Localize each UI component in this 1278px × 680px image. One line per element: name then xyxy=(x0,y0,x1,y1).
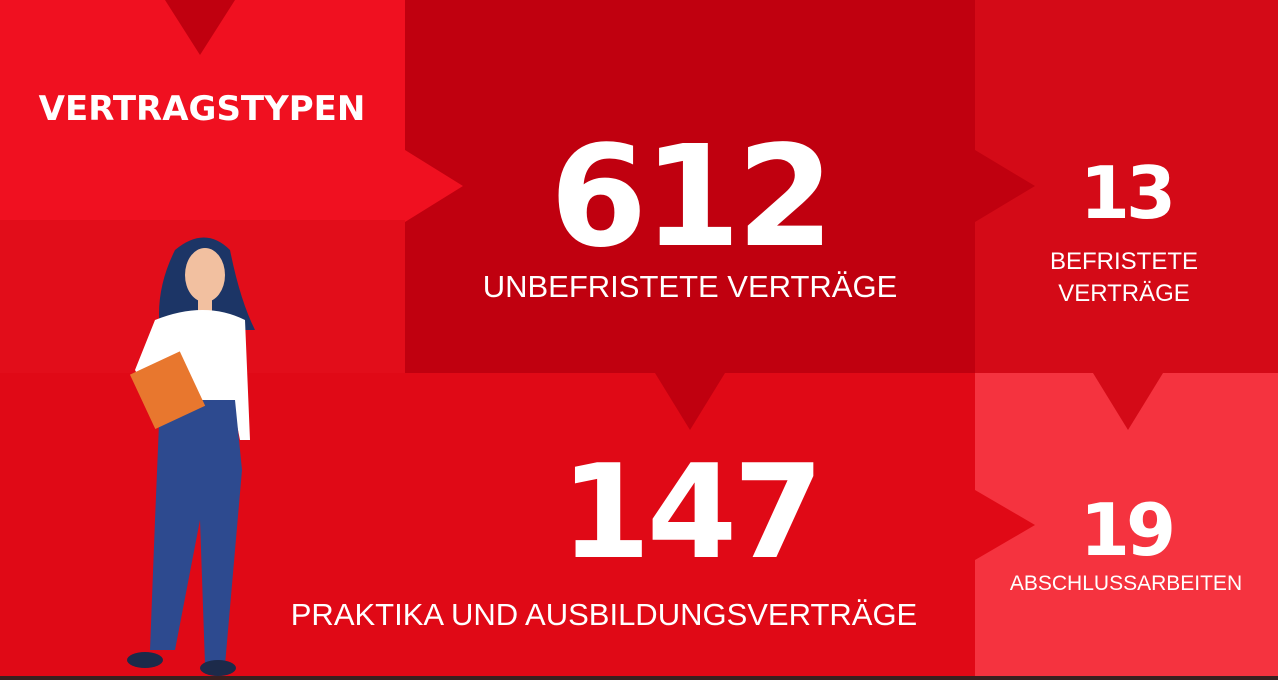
arrow xyxy=(975,150,1035,222)
tile-number: 612 xyxy=(550,116,830,279)
tile-label: ABSCHLUSSARBEITEN xyxy=(1010,572,1242,595)
arrow xyxy=(975,490,1035,560)
tile-label: VERTRÄGE xyxy=(1058,280,1190,307)
tile-number: 147 xyxy=(560,436,819,588)
title: VERTRAGSTYPEN xyxy=(39,89,366,129)
tile-number: 13 xyxy=(1080,151,1172,235)
tile-number: 19 xyxy=(1080,488,1172,572)
arrow xyxy=(655,373,725,430)
tile-label: PRAKTIKA UND AUSBILDUNGSVERTRÄGE xyxy=(291,597,917,632)
panel xyxy=(0,373,975,680)
tile-label: UNBEFRISTETE VERTRÄGE xyxy=(483,269,898,304)
arrow xyxy=(405,150,463,222)
tile-label: BEFRISTETE xyxy=(1050,248,1198,275)
panel xyxy=(405,0,975,373)
arrow xyxy=(165,0,235,55)
bottom-line xyxy=(0,676,1278,680)
woman-illustration xyxy=(127,237,255,676)
arrow xyxy=(1093,373,1163,430)
